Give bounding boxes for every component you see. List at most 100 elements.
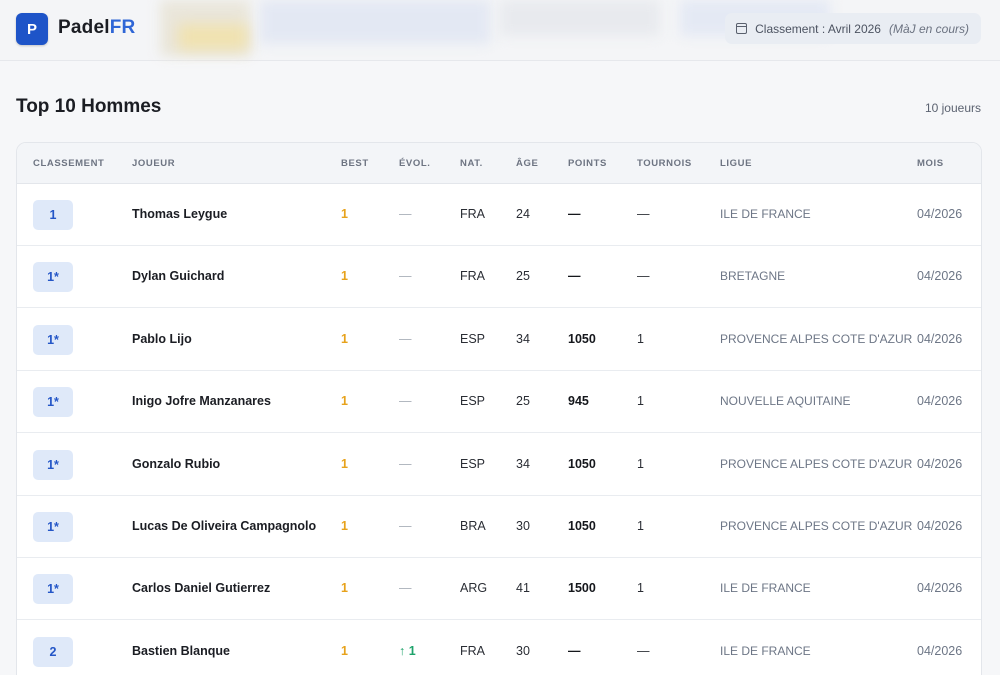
rank-badge: 1*	[33, 512, 73, 542]
rank-badge: 1*	[33, 324, 73, 355]
rank-badge: 1*	[33, 262, 73, 293]
best-rank: 1	[341, 581, 348, 596]
tournaments: 1	[637, 394, 644, 409]
league: BRETAGNE	[720, 269, 786, 284]
evolution: —	[399, 331, 412, 346]
col-header-mois[interactable]: MOIS	[917, 158, 944, 169]
col-header-nat[interactable]: NAT.	[460, 158, 483, 169]
month: 04/2026	[917, 269, 963, 284]
table-row[interactable]: 1* Lucas De Oliveira Campagnolo 1 — BRA 30 105…	[17, 496, 981, 558]
nationality: ESP	[460, 331, 486, 346]
age: 30	[516, 643, 530, 658]
col-header-age[interactable]: ÂGE	[516, 158, 539, 169]
tournaments: —	[637, 643, 650, 658]
league: NOUVELLE AQUITAINE	[720, 394, 851, 409]
player-name[interactable]: Lucas De Oliveira Campagnolo	[132, 519, 317, 533]
table-row[interactable]: 1* Dylan Guichard 1 — FRA 25 — — BRETAGNE 04/2026	[17, 246, 981, 309]
rank-badge: 1*	[33, 387, 73, 418]
col-header-best[interactable]: BEST	[341, 158, 369, 169]
tournaments: 1	[637, 456, 644, 471]
rank-badge: 1*	[33, 449, 73, 480]
col-header-tournois[interactable]: TOURNOIS	[637, 158, 692, 169]
age: 25	[516, 269, 530, 284]
table-row[interactable]: 1* Gonzalo Rubio 1 — ESP 34 1050 1 PROVENCE ALPE…	[17, 434, 981, 496]
best-rank: 1	[341, 456, 348, 471]
nationality: ARG	[460, 581, 488, 596]
best-rank: 1	[341, 269, 348, 284]
best-rank: 1	[341, 394, 348, 409]
players-count: 10 joueurs	[924, 101, 981, 115]
month: 04/2026	[917, 207, 963, 221]
table-row[interactable]: 1* Inigo Jofre Manzanares 1 — ESP 25 945 1 NOUVE…	[17, 371, 981, 434]
evolution: —	[399, 581, 412, 596]
player-name[interactable]: Thomas Leygue	[132, 207, 228, 221]
points: 1050	[568, 456, 596, 471]
nationality: FRA	[460, 643, 485, 658]
evolution: —	[399, 456, 412, 471]
player-name[interactable]: Pablo Lijo	[132, 331, 192, 346]
player-name[interactable]: Dylan Guichard	[132, 269, 225, 284]
league: PROVENCE ALPES COTE D'AZUR	[720, 456, 913, 471]
table-row[interactable]: 2 Bastien Blanque 1 ↑ 1 FRA 30 — — ILE DE FRANCE…	[17, 621, 981, 675]
ranking-status: (MàJ en cours)	[888, 21, 969, 36]
age: 34	[516, 331, 530, 346]
rank-badge: 1	[33, 200, 73, 230]
age: 30	[516, 519, 530, 533]
player-name[interactable]: Carlos Daniel Gutierrez	[132, 581, 271, 596]
tournaments: 1	[637, 331, 644, 346]
tournaments: —	[637, 207, 650, 221]
age: 34	[516, 456, 530, 471]
col-header-evol[interactable]: ÉVOL.	[399, 158, 431, 169]
age: 41	[516, 581, 530, 596]
rank-badge: 1*	[33, 574, 73, 605]
brand-main: Padel	[58, 17, 110, 38]
app-brand[interactable]: PadelFR	[58, 17, 135, 39]
ranking-label: Classement : Avril 2026	[755, 21, 881, 36]
col-header-joueur[interactable]: JOUEUR	[132, 158, 176, 169]
app-logo-icon[interactable]: P	[16, 13, 48, 45]
points: 945	[568, 394, 589, 409]
col-header-ligue[interactable]: LIGUE	[720, 158, 753, 169]
age: 24	[516, 207, 530, 221]
tournaments: —	[637, 269, 650, 284]
nationality: FRA	[460, 207, 485, 221]
league: PROVENCE ALPES COTE D'AZUR	[720, 331, 913, 346]
tournaments: 1	[637, 519, 644, 533]
evolution: —	[399, 207, 412, 221]
month: 04/2026	[917, 643, 963, 658]
best-rank: 1	[341, 331, 348, 346]
tournaments: 1	[637, 581, 644, 596]
evolution: —	[399, 394, 412, 409]
age: 25	[516, 394, 530, 409]
player-name[interactable]: Bastien Blanque	[132, 643, 230, 658]
best-rank: 1	[341, 519, 348, 533]
league: ILE DE FRANCE	[720, 643, 811, 658]
month: 04/2026	[917, 581, 963, 596]
month: 04/2026	[917, 394, 963, 409]
league: ILE DE FRANCE	[720, 581, 811, 596]
player-name[interactable]: Inigo Jofre Manzanares	[132, 394, 271, 409]
best-rank: 1	[341, 643, 348, 658]
table-row[interactable]: 1* Pablo Lijo 1 — ESP 34 1050 1 PROVENCE ALPES C…	[17, 309, 981, 371]
player-name[interactable]: Gonzalo Rubio	[132, 456, 221, 471]
points: —	[568, 643, 581, 658]
nationality: FRA	[460, 269, 485, 284]
nationality: ESP	[460, 394, 486, 409]
table-row[interactable]: 1 Thomas Leygue 1 — FRA 24 — — ILE DE FRANCE 04/2…	[17, 184, 981, 246]
col-header-points[interactable]: POINTS	[568, 158, 607, 169]
points: 1500	[568, 581, 596, 596]
calendar-icon	[736, 23, 748, 34]
nationality: ESP	[460, 456, 486, 471]
month: 04/2026	[917, 331, 963, 346]
brand-accent: FR	[109, 17, 136, 38]
ranking-period-pill[interactable]: Classement : Avril 2026 (MàJ en cours)	[725, 13, 981, 44]
rank-badge: 2	[33, 636, 73, 667]
league: PROVENCE ALPES COTE D'AZUR	[720, 519, 913, 533]
page-title: Top 10 Hommes	[16, 96, 162, 117]
month: 04/2026	[917, 456, 963, 471]
col-header-classement[interactable]: CLASSEMENT	[33, 158, 105, 169]
month: 04/2026	[917, 519, 963, 533]
points: 1050	[568, 519, 596, 533]
points: 1050	[568, 331, 596, 346]
table-row[interactable]: 1* Carlos Daniel Gutierrez 1 — ARG 41 1500 1 ILE…	[17, 558, 981, 621]
